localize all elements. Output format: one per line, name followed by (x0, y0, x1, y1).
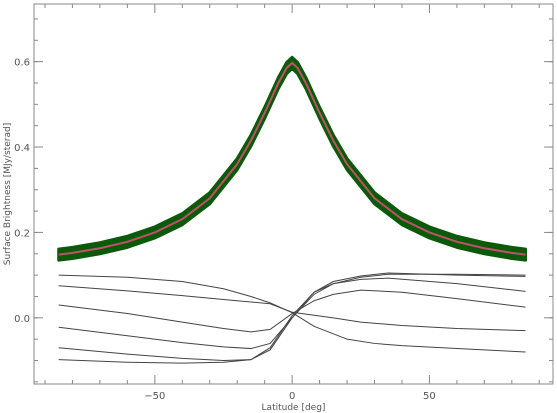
x-tick-label: 50 (423, 391, 436, 402)
x-tick-label: −50 (144, 391, 165, 402)
profile-line-5 (58, 272, 526, 362)
profile-line-2 (58, 285, 526, 332)
minor-ticks (34, 4, 553, 384)
uncertainty-band (57, 55, 528, 262)
y-axis-label: Surface Brightness [MJy/sterad] (3, 123, 13, 265)
series-layer (57, 55, 528, 364)
y-tick-label: 0.0 (14, 314, 30, 325)
profile-line-6 (58, 273, 526, 364)
x-tick-label: 0 (289, 391, 295, 402)
y-tick-label: 0.4 (14, 143, 30, 154)
major-ticks (34, 4, 553, 384)
plot-frame (33, 3, 554, 385)
y-tick-label: 0.2 (14, 228, 30, 239)
y-tick-label: 0.6 (14, 58, 30, 69)
x-axis-label: Latitude [deg] (262, 403, 326, 413)
tick-labels: −50 0 50 0.0 0.2 0.4 0.6 (14, 58, 436, 402)
profile-line-3 (58, 289, 526, 333)
fit-line (58, 61, 526, 256)
